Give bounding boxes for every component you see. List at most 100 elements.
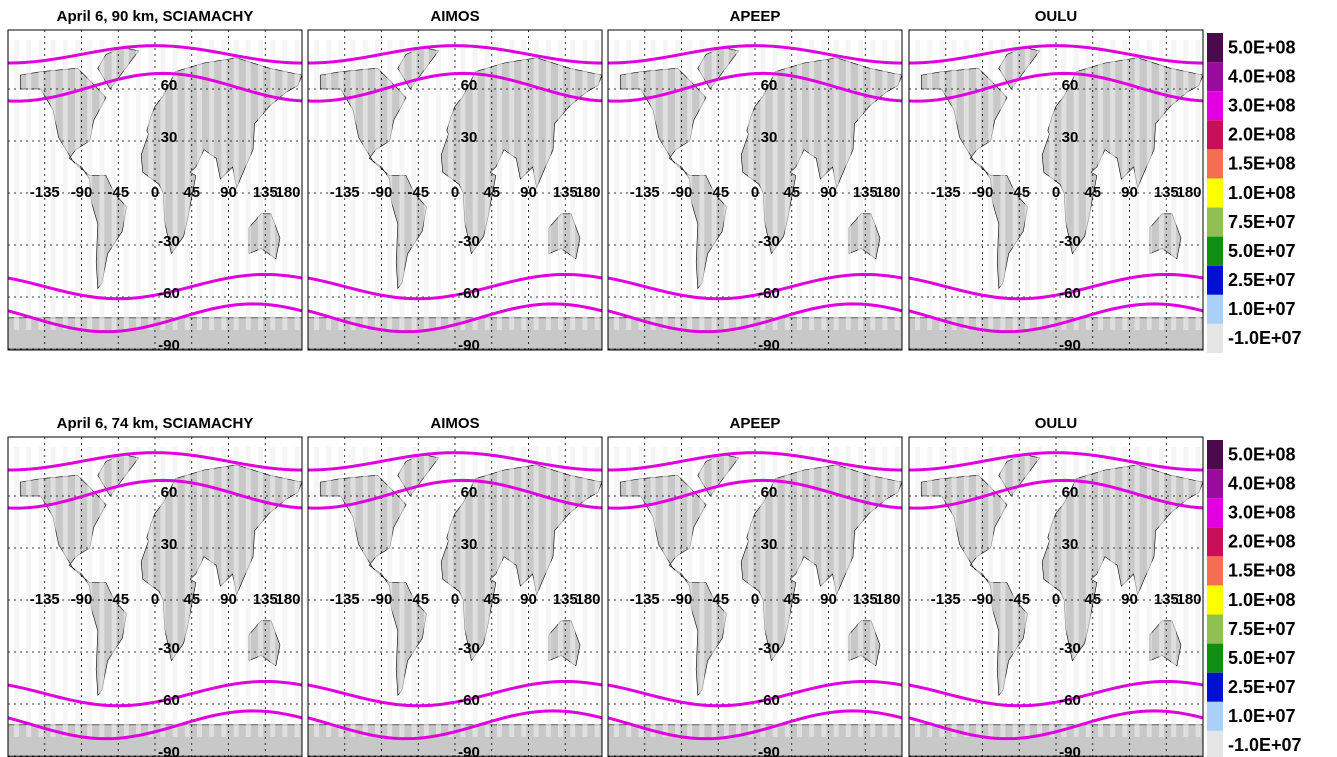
colorbar-label: 3.0E+08 [1228,95,1296,115]
swath [197,447,202,737]
swath [270,40,276,330]
lat-tick-label: 30 [461,536,478,553]
swath [687,40,693,330]
swath [1183,40,1189,330]
swath [521,40,527,330]
lon-tick-label: -45 [1008,591,1030,608]
swath [509,40,515,330]
swath [1146,447,1152,737]
lon-tick-label: 90 [220,184,237,201]
swath [136,447,141,737]
lat-tick-label: -60 [158,285,180,302]
lat-tick-label: -60 [158,692,180,709]
swath [521,447,527,737]
swath [748,447,754,737]
auroral-oval [608,451,902,472]
swath [699,447,705,737]
swath [1134,40,1140,330]
colorbar-box [1207,585,1223,615]
panel-frame [307,29,603,351]
swath [1134,447,1140,737]
lat-tick-label: 60 [761,77,778,94]
map-content [308,437,602,757]
lat-tick-label: -90 [1059,337,1081,354]
auroral-oval [8,451,302,472]
lat-tick-label: -30 [158,640,180,657]
lat-tick-label: 30 [161,129,178,146]
auroral-oval [8,44,302,65]
swath [858,447,863,737]
lon-tick-label: -135 [330,184,360,201]
colorbar-label: 5.0E+07 [1228,648,1296,668]
auroral-oval [608,302,902,334]
swath [1024,40,1030,330]
swath [976,447,981,737]
swath [638,447,644,737]
lat-tick-label: -60 [1059,285,1081,302]
swath [533,40,539,330]
colorbar-box [1207,469,1223,499]
swath [62,447,68,737]
colorbar: 5.0E+08 4.0E+08 3.0E+08 2.0E+08 1.5E+08 1.0E+… [1207,33,1302,353]
panel-frame [607,29,903,351]
lon-tick-label: 135 [253,591,278,608]
swath [545,447,551,737]
lon-tick-label: 90 [220,591,237,608]
swath [197,40,202,330]
lat-tick-label: 60 [461,484,478,501]
lon-tick-label: 135 [1154,184,1179,201]
lon-tick-label: 0 [751,591,759,608]
lon-tick-label: 180 [875,591,900,608]
panel-title: OULU [1035,8,1078,25]
lon-tick-label: -90 [671,591,693,608]
swath [1049,40,1055,330]
swath [797,40,802,330]
swath [62,40,68,330]
map-content [909,30,1203,350]
swath [87,447,93,737]
colorbar-label: -1.0E+07 [1228,328,1302,348]
swath [375,40,380,330]
lat-tick-label: -90 [458,744,480,757]
lon-tick-label: 0 [451,184,459,201]
lon-tick-label: 45 [783,591,800,608]
lon-tick-label: 45 [483,184,500,201]
lon-tick-label: -90 [371,591,393,608]
swath [350,40,356,330]
lon-tick-label: 90 [820,591,837,608]
swath [472,447,478,737]
swath [1110,40,1116,330]
lon-tick-label: 0 [151,184,159,201]
swath [1085,40,1091,330]
swath [1171,447,1177,737]
swath [748,40,754,330]
swath [894,40,900,330]
lon-tick-label: 45 [783,184,800,201]
swath [976,40,981,330]
swath [545,40,551,330]
swath [833,447,839,737]
swath [87,40,93,330]
colorbar-label: 2.5E+07 [1228,677,1296,697]
lon-tick-label: 180 [575,591,600,608]
map-content [608,437,902,757]
swath [1110,447,1116,737]
swath [687,447,693,737]
swath [184,40,190,330]
swath [399,447,405,737]
swath [282,40,288,330]
colorbar-box [1207,178,1223,208]
auroral-oval [8,272,302,301]
colorbar-box [1207,120,1223,150]
lon-tick-label: 90 [520,184,537,201]
lon-tick-label: 90 [820,184,837,201]
lat-tick-label: -60 [458,285,480,302]
swath [882,447,888,737]
lat-tick-label: 30 [461,129,478,146]
lon-tick-label: 135 [253,184,278,201]
colorbar-label: 5.0E+08 [1228,444,1296,464]
lat-tick-label: 30 [761,536,778,553]
lon-tick-label: -135 [931,591,961,608]
swath [1073,40,1079,330]
colorbar-label: 7.5E+07 [1228,212,1296,232]
